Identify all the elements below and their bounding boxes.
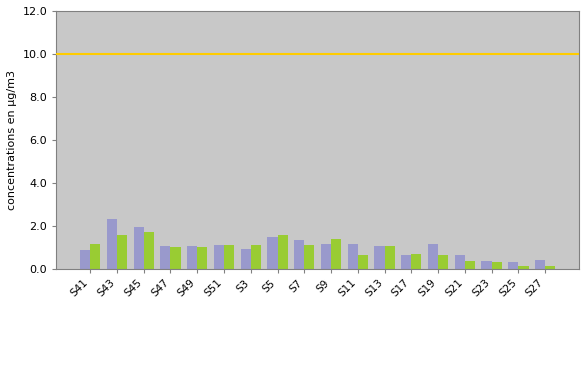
Bar — [187, 246, 197, 269]
Bar — [465, 261, 475, 269]
Bar — [304, 245, 315, 269]
Bar — [321, 244, 331, 269]
Bar — [358, 255, 368, 269]
Bar — [224, 245, 234, 269]
Bar — [161, 246, 171, 269]
Bar — [117, 235, 127, 269]
Bar — [80, 250, 90, 269]
VGAI — [87, 51, 94, 56]
Y-axis label: concentrations en µg/m3: concentrations en µg/m3 — [7, 70, 17, 210]
Bar — [411, 254, 421, 269]
Bar — [278, 235, 288, 269]
Bar — [107, 219, 117, 269]
Bar — [214, 245, 224, 269]
Bar — [134, 227, 144, 269]
Bar — [482, 261, 492, 269]
Bar — [519, 266, 529, 269]
Bar — [90, 244, 100, 269]
Bar — [144, 232, 154, 269]
Bar — [347, 244, 358, 269]
VGAI — [114, 51, 121, 56]
Bar — [294, 239, 304, 269]
Bar — [171, 247, 180, 269]
Bar — [251, 245, 261, 269]
Bar — [401, 255, 411, 269]
Bar — [535, 260, 545, 269]
Bar — [492, 262, 502, 269]
Bar — [267, 238, 278, 269]
Bar — [241, 249, 251, 269]
Bar — [197, 247, 207, 269]
Bar — [374, 246, 384, 269]
Bar — [545, 266, 556, 269]
Bar — [508, 262, 519, 269]
Bar — [438, 255, 448, 269]
Bar — [331, 238, 341, 269]
Bar — [455, 255, 465, 269]
Bar — [384, 246, 395, 269]
Bar — [428, 244, 438, 269]
